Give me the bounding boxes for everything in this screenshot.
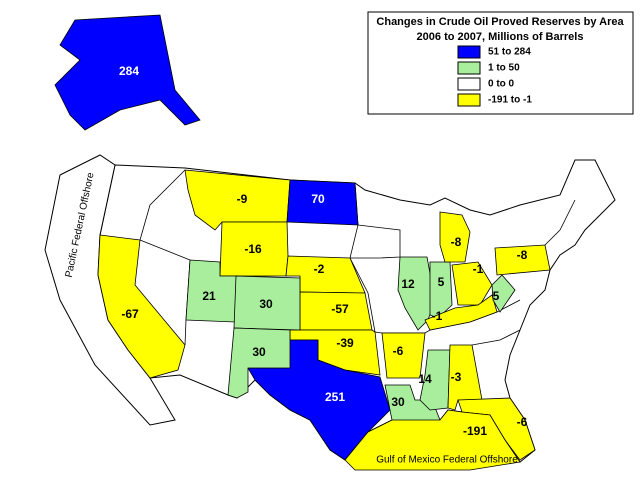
region-value: -8 [517, 248, 528, 262]
offshore-label: Gulf of Mexico Federal Offshore [376, 455, 518, 466]
region-value: 14 [418, 372, 432, 386]
state-border [139, 169, 186, 241]
legend-label: 1 to 50 [488, 63, 520, 74]
legend-box [367, 11, 634, 115]
legend-swatch [457, 93, 481, 107]
region-value: 30 [252, 345, 266, 359]
legend-label: 51 to 284 [488, 47, 531, 58]
region-value: -6 [517, 415, 528, 429]
region [233, 275, 301, 331]
region-value: -1 [473, 262, 484, 276]
region [97, 234, 186, 379]
region-value: -8 [451, 235, 462, 249]
region-value: -16 [244, 242, 262, 256]
region-value: 5 [493, 289, 500, 303]
region-value: -57 [331, 302, 349, 316]
region-value: 30 [391, 395, 405, 409]
region-value: 12 [401, 277, 415, 291]
region-value: -6 [393, 344, 404, 358]
region [381, 332, 426, 379]
region-value: 30 [259, 297, 273, 311]
region [424, 294, 498, 331]
region [227, 327, 291, 399]
region [54, 14, 201, 131]
region [439, 211, 471, 263]
region-value: 251 [325, 390, 345, 404]
region-value: -3 [451, 370, 462, 384]
region [451, 261, 493, 306]
region [494, 244, 551, 276]
legend-label: -191 to -1 [488, 95, 532, 106]
region-value: -2 [314, 262, 325, 276]
legend-subtitle: 2006 to 2007, Millions of Barrels [417, 31, 584, 43]
region-value: 5 [438, 275, 445, 289]
state-border [544, 199, 576, 246]
legend-title: Changes in Crude Oil Proved Reserves by … [376, 16, 624, 28]
region [491, 274, 516, 313]
region [286, 179, 359, 226]
region-value: 21 [202, 289, 216, 303]
region-value: -39 [336, 336, 354, 350]
regions: 284 -9 70 -16 -2 -57 -39 251 30 21 30 30 -67 -6 14 -3 12… [54, 14, 551, 471]
legend-label: 0 to 0 [488, 79, 515, 90]
legend-swatch [457, 45, 481, 59]
region [344, 409, 521, 471]
legend: 51 to 284 1 to 50 0 to 0 -191 to -1 [457, 45, 532, 107]
legend-swatch [457, 77, 481, 91]
region-value: -9 [237, 192, 248, 206]
state-border [471, 329, 521, 346]
legend-swatch [457, 61, 481, 75]
region [247, 339, 391, 461]
region-value: -1 [432, 309, 443, 323]
region-value: -191 [463, 424, 487, 438]
region-value: -67 [121, 307, 139, 321]
region-value: 284 [119, 64, 139, 78]
region [397, 256, 436, 331]
region-value: 70 [311, 192, 325, 206]
